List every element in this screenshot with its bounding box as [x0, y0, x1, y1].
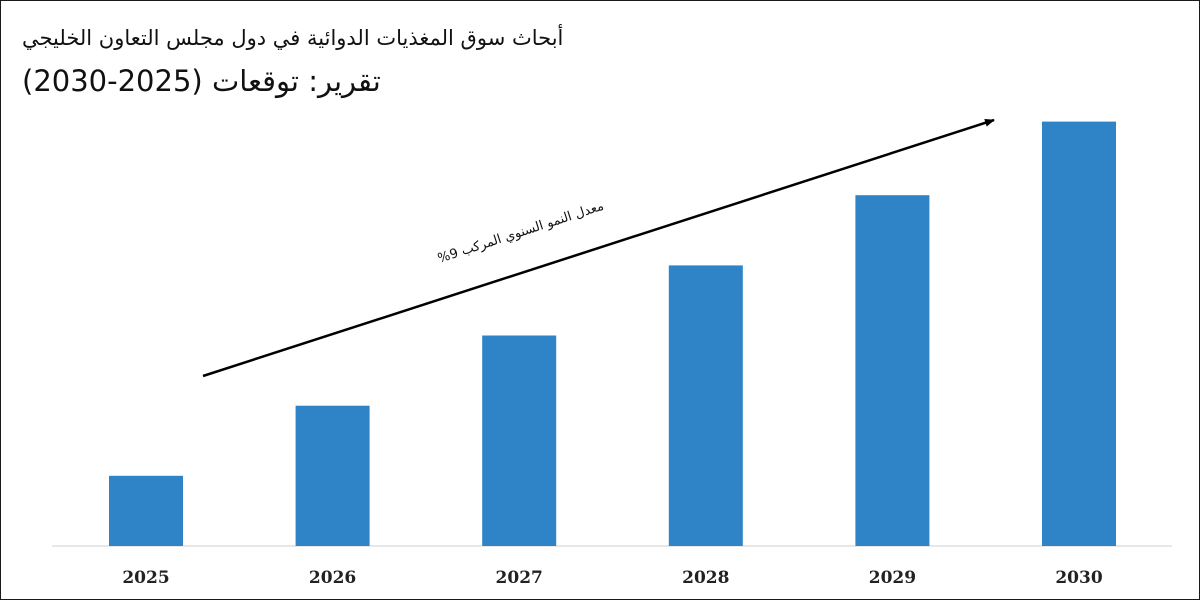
chart-subtitle: تقرير: توقعات (2025-2030) — [22, 64, 381, 98]
x-tick-label-2028: 2028 — [682, 568, 729, 588]
bar-2030 — [1042, 121, 1116, 546]
bar-2029 — [855, 195, 930, 546]
bar-2028 — [668, 265, 743, 546]
bar-2026 — [295, 405, 370, 546]
bar-2027 — [482, 335, 557, 546]
bars-group — [109, 121, 1116, 546]
cagr-annotation: معدل النمو السنوي المركب 9% — [436, 199, 606, 267]
x-tick-labels: 2025 2026 2027 2028 2029 2030 — [122, 568, 1102, 588]
x-tick-label-2029: 2029 — [869, 568, 916, 588]
bar-2025 — [109, 475, 183, 546]
x-tick-label-2025: 2025 — [122, 568, 169, 588]
x-tick-label-2027: 2027 — [496, 568, 543, 588]
x-tick-label-2030: 2030 — [1055, 568, 1102, 588]
x-tick-label-2026: 2026 — [309, 568, 356, 588]
chart-title: أبحاث سوق المغذيات الدوائية في دول مجلس … — [22, 26, 564, 50]
trend-arrow — [202, 118, 995, 378]
